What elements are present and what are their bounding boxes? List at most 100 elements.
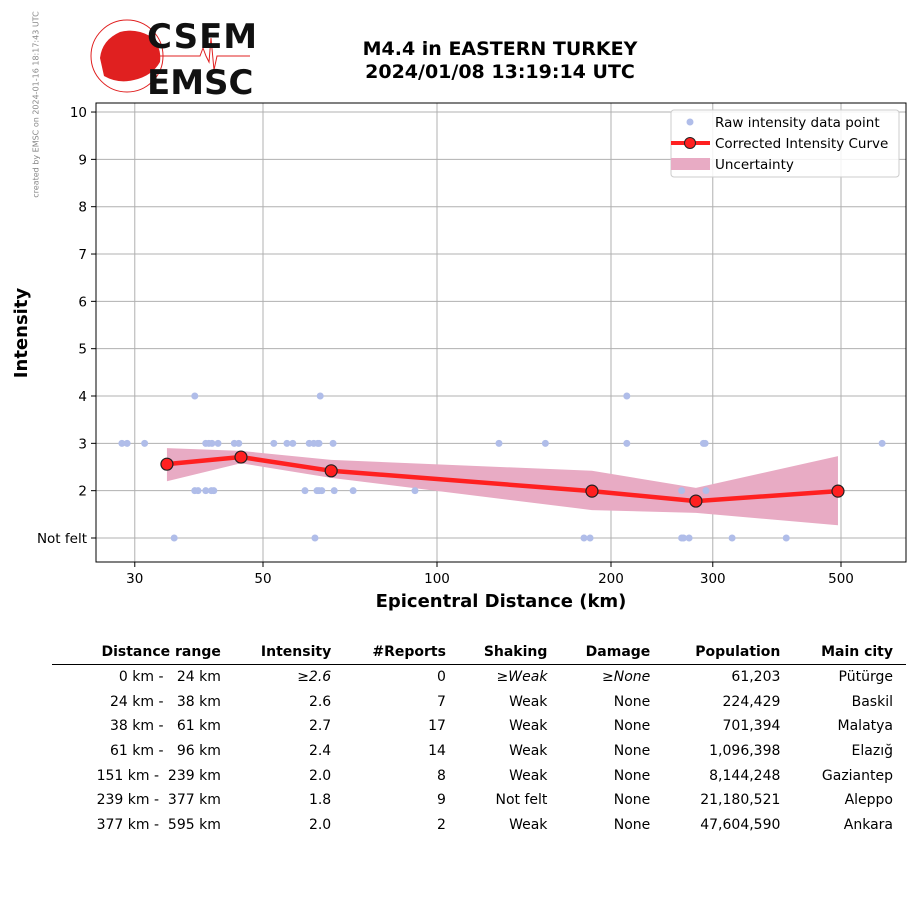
y-tick-label: 9 <box>78 152 87 168</box>
y-tick-label: 7 <box>78 247 87 263</box>
x-tick-label: 100 <box>424 571 450 587</box>
table-row: 24 km - 38 km 2.6 7 Weak None 224,429 Baskil <box>52 690 906 715</box>
raw-data-point <box>878 439 886 447</box>
table-cell: 377 km - 595 km <box>96 816 221 833</box>
table-cell: ≥None <box>602 669 651 686</box>
raw-data-point <box>685 534 693 542</box>
raw-data-point <box>210 487 218 495</box>
table-cell: Weak <box>509 693 548 710</box>
table-cell: Weak <box>509 718 548 735</box>
x-axis-label: Epicentral Distance (km) <box>376 591 627 612</box>
table-cell: 7 <box>437 693 446 710</box>
table-cell: Aleppo <box>844 792 893 809</box>
intensity-chart: 30 50 100 200 300 500 Not felt 2 3 4 5 6 7 8 9 10 Epice… <box>11 102 907 612</box>
distance-table: Distance range Intensity #Reports Shaking Da… <box>52 641 906 837</box>
legend-band: Uncertainty <box>715 157 794 173</box>
table-cell: Weak <box>509 743 548 760</box>
table-cell: None <box>613 743 651 760</box>
raw-data-point <box>411 487 419 495</box>
corrected-curve-point <box>324 464 338 478</box>
table-row: 38 km - 61 km 2.7 17 Weak None 701,394 Malatya <box>52 714 906 739</box>
table-row: 239 km - 377 km 1.8 9 Not felt None 21,180,52… <box>52 788 906 813</box>
raw-data-point <box>141 439 149 447</box>
table-cell: 47,604,590 <box>700 816 781 833</box>
table-cell: Weak <box>509 767 548 784</box>
table-cell: 1,096,398 <box>709 743 781 760</box>
y-tick-label: 2 <box>78 484 87 500</box>
table-cell: 9 <box>437 792 446 809</box>
raw-data-point <box>311 534 319 542</box>
table-cell: 0 <box>437 669 446 686</box>
y-tick-label: 3 <box>78 436 87 452</box>
table-row: 0 km - 24 km ≥2.6 0 ≥Weak ≥None 61,203 Pütürge <box>52 665 906 690</box>
table-cell: 2.6 <box>308 693 332 710</box>
table-cell: 224,429 <box>722 693 781 710</box>
raw-data-point <box>315 439 323 447</box>
raw-data-point <box>782 534 790 542</box>
raw-data-point <box>301 487 309 495</box>
table-cell: 21,180,521 <box>700 792 781 809</box>
event-datetime: 2024/01/08 13:19:14 UTC <box>365 61 635 83</box>
table-cell: 8 <box>437 767 446 784</box>
column-header: Shaking <box>458 641 561 665</box>
raw-data-point <box>270 439 278 447</box>
corrected-curve-point <box>689 494 703 508</box>
table-cell: 38 km - 61 km <box>109 718 221 735</box>
legend-raw-marker <box>686 118 694 126</box>
raw-data-point <box>580 534 588 542</box>
raw-data-point <box>680 534 688 542</box>
table-cell: 151 km - 239 km <box>96 767 221 784</box>
column-header: Population <box>663 641 794 665</box>
y-tick-label: 5 <box>78 342 87 358</box>
table-row: 377 km - 595 km 2.0 2 Weak None 47,604,590 Ank… <box>52 813 906 838</box>
table-cell: 61,203 <box>731 669 781 686</box>
x-tick-label: 50 <box>254 571 271 587</box>
table-cell: 61 km - 96 km <box>109 743 221 760</box>
y-axis-label: Intensity <box>11 288 32 379</box>
raw-data-point <box>623 439 631 447</box>
y-tick-label: 8 <box>78 200 87 216</box>
legend: Raw intensity data point Corrected Inten… <box>670 109 900 178</box>
x-tick-label: 500 <box>828 571 854 587</box>
table-cell: 701,394 <box>722 718 781 735</box>
column-header: #Reports <box>344 641 459 665</box>
corrected-curve-point <box>831 484 845 498</box>
svg-text:CSEM: CSEM <box>147 18 258 57</box>
table-cell: ≥Weak <box>496 669 548 686</box>
emsc-logo: CSEM EMSC <box>90 18 258 98</box>
table-cell: 1.8 <box>308 792 332 809</box>
table-row: 151 km - 239 km 2.0 8 Weak None 8,144,248 Gazi… <box>52 763 906 788</box>
legend-band-marker <box>671 158 710 170</box>
table-cell: 2.4 <box>308 743 332 760</box>
table-cell: Gaziantep <box>821 767 893 784</box>
legend-raw: Raw intensity data point <box>715 115 880 131</box>
legend-curve: Corrected Intensity Curve <box>715 136 888 152</box>
x-tick-label: 30 <box>126 571 143 587</box>
raw-data-point <box>123 439 131 447</box>
table-cell: 239 km - 377 km <box>96 792 221 809</box>
table-cell: 2 <box>437 816 446 833</box>
raw-data-point <box>235 439 243 447</box>
raw-data-point <box>283 439 291 447</box>
event-title: M4.4 in EASTERN TURKEY <box>362 38 638 60</box>
raw-data-point <box>194 487 202 495</box>
column-header: Intensity <box>233 641 345 665</box>
corrected-curve-line <box>166 454 839 504</box>
raw-data-point <box>586 534 594 542</box>
y-tick-label: 4 <box>78 389 87 405</box>
table-cell: Elazığ <box>851 743 893 760</box>
table-cell: 2.7 <box>308 718 332 735</box>
raw-data-point <box>702 487 710 495</box>
raw-data-point <box>118 439 126 447</box>
table-cell: Malatya <box>837 718 893 735</box>
y-tick-label: Not felt <box>37 531 87 547</box>
raw-data-point <box>214 439 222 447</box>
svg-text:EMSC: EMSC <box>147 63 254 98</box>
raw-data-point <box>728 534 736 542</box>
raw-data-point <box>701 439 709 447</box>
table-cell: 14 <box>428 743 446 760</box>
x-tick-label: 300 <box>700 571 726 587</box>
y-tick-label: 10 <box>70 105 87 121</box>
table-cell: Not felt <box>495 792 548 809</box>
table-cell: None <box>613 816 651 833</box>
